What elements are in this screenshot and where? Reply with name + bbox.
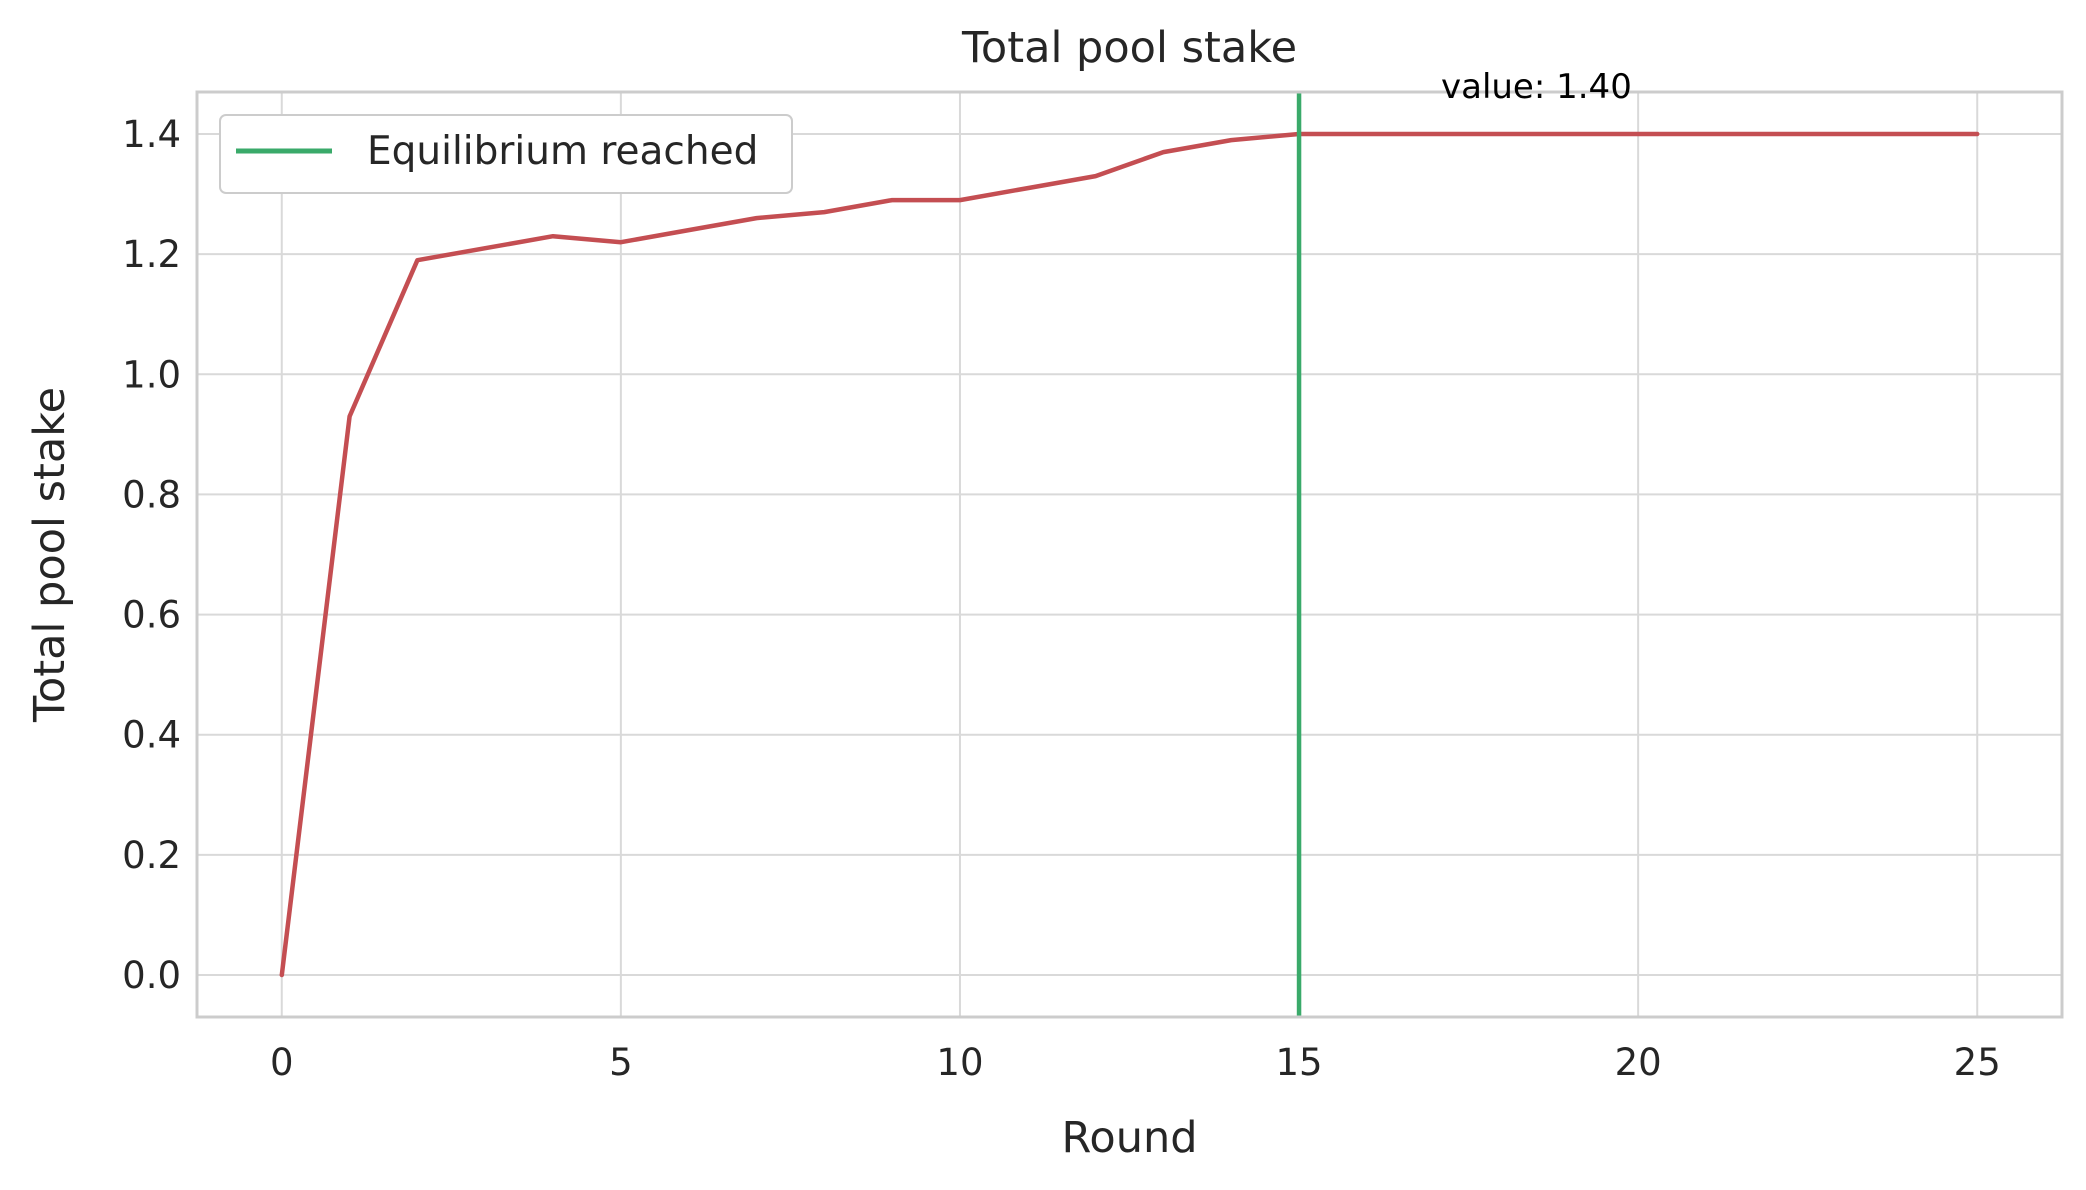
y-axis-label: Total pool stake xyxy=(25,387,75,723)
x-tick-label: 5 xyxy=(609,1041,633,1084)
grid xyxy=(197,92,2062,1017)
tick-labels: 0 5 10 15 20 25 0.0 0.2 0.4 0.6 0.8 1.0 1.2 1.4 xyxy=(122,113,2001,1084)
series-line xyxy=(279,131,1980,978)
x-tick-label: 10 xyxy=(936,1041,983,1084)
x-tick-label: 20 xyxy=(1615,1041,1662,1084)
x-tick-label: 25 xyxy=(1954,1041,2001,1084)
y-tick-label: 1.4 xyxy=(122,113,181,156)
y-tick-label: 0.0 xyxy=(122,954,181,997)
y-tick-label: 1.0 xyxy=(122,353,181,396)
legend: Equilibrium reached xyxy=(219,114,793,194)
x-axis-label: Round xyxy=(1061,1113,1197,1163)
plot-area xyxy=(279,92,1980,1017)
y-tick-label: 0.4 xyxy=(122,714,181,757)
y-tick-label: 0.6 xyxy=(122,594,181,637)
chart-title: Total pool stake xyxy=(961,23,1297,73)
y-tick-label: 0.2 xyxy=(122,834,181,877)
plot-frame xyxy=(195,90,2064,1019)
value-annotation: value: 1.40 xyxy=(1441,67,1632,107)
legend-label-equilibrium: Equilibrium reached xyxy=(367,129,758,174)
y-tick-label: 0.8 xyxy=(122,473,181,516)
y-tick-label: 1.2 xyxy=(122,233,181,276)
x-tick-label: 15 xyxy=(1275,1041,1322,1084)
x-tick-label: 0 xyxy=(270,1041,294,1084)
legend-box xyxy=(219,114,793,194)
